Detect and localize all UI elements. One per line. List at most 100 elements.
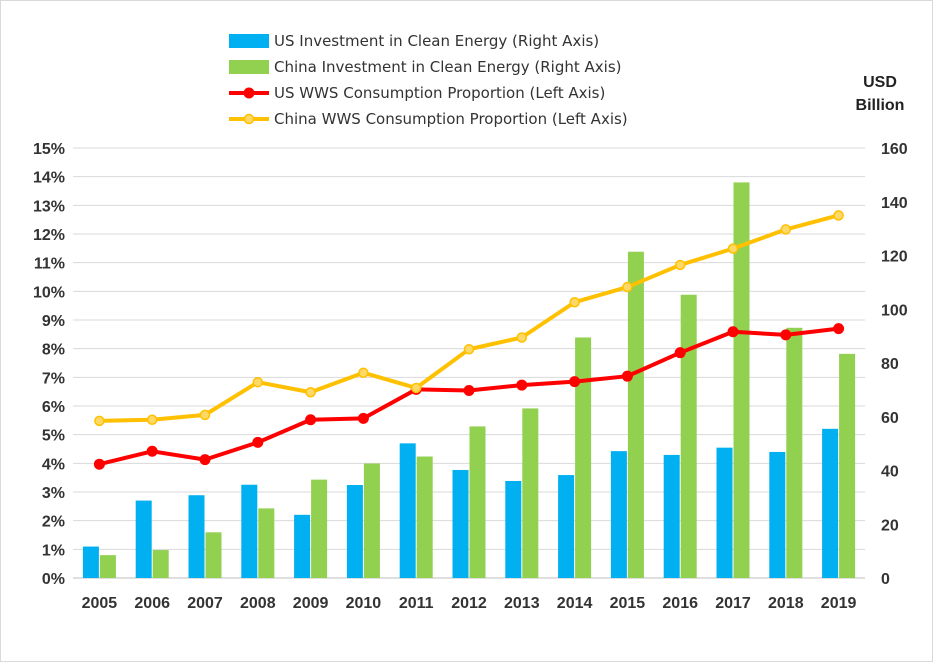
us-wws-point [727, 326, 739, 338]
china-wws-point [622, 281, 633, 293]
left-axis-tick-label: 0% [42, 571, 65, 588]
china-investment-bar [258, 508, 275, 578]
us-investment-bar [610, 451, 627, 578]
us-investment-bar [399, 443, 416, 578]
x-axis-tick-label: 2009 [293, 595, 329, 612]
china-investment-bar [99, 555, 116, 578]
right-axis-title: Billion [856, 97, 905, 114]
china-wws-point [727, 243, 739, 254]
left-axis-tick-label: 11% [34, 256, 65, 273]
legend-swatch-us-investment [229, 34, 269, 48]
x-axis-tick-label: 2017 [715, 595, 751, 612]
right-axis-tick-label: 80 [881, 356, 899, 373]
left-axis-tick-label: 2% [42, 514, 65, 531]
right-axis-tick-label: 160 [881, 141, 908, 158]
us-wws-point [305, 414, 317, 426]
lines-layer [93, 210, 845, 470]
left-axis-tick-label: 6% [42, 399, 65, 416]
china-investment-bar [627, 251, 644, 579]
left-axis-tick-label: 3% [42, 485, 65, 502]
legend-label-china-wws: China WWS Consumption Proportion (Left A… [274, 110, 628, 128]
china-wws-point [516, 332, 528, 343]
bars-layer [82, 182, 856, 579]
right-axis-tick-label: 120 [881, 249, 908, 266]
x-axis-tick-label: 2007 [187, 595, 223, 612]
us-wws-point [252, 436, 264, 448]
right-axis-tick-label: 40 [881, 464, 899, 481]
right-axis-tick-label: 20 [881, 517, 899, 534]
x-axis-tick-label: 2006 [134, 595, 170, 612]
china-investment-bar [469, 426, 486, 578]
china-wws-point [252, 376, 264, 388]
us-investment-bar [82, 546, 99, 578]
left-axis-tick-label: 1% [42, 542, 65, 559]
china-investment-bar [522, 408, 539, 578]
us-investment-bar [135, 500, 152, 578]
china-investment-bar [363, 463, 380, 578]
left-axis-tick-label: 13% [33, 198, 65, 215]
us-wws-point [833, 323, 845, 335]
china-investment-bar [839, 353, 856, 578]
china-wws-point [569, 296, 580, 308]
us-wws-point [199, 454, 211, 466]
china-wws-point [833, 210, 844, 221]
x-axis-tick-label: 2005 [82, 595, 118, 612]
us-wws-point [780, 329, 792, 341]
left-axis-tick-label: 7% [42, 370, 65, 387]
us-wws-point [516, 379, 528, 391]
us-investment-bar [663, 454, 680, 578]
us-wws-point [463, 385, 475, 397]
china-wws-point [94, 415, 105, 427]
us-investment-bar [452, 469, 469, 578]
axes-layer: 0% 1% 2% 3% 4% 5% 6% 7% 8% 9% 10% 11% 12% 13% 14% 15% 0 2… [33, 74, 908, 612]
china-wws-point [780, 224, 792, 235]
us-investment-bar [822, 428, 839, 578]
left-axis-tick-label: 5% [42, 428, 65, 445]
us-investment-bar [188, 495, 205, 578]
china-wws-point [463, 343, 475, 355]
china-wws-point [305, 386, 316, 398]
gridlines [73, 147, 865, 579]
us-investment-bar [716, 447, 733, 578]
right-axis-tick-label: 140 [881, 195, 908, 212]
us-investment-bar [241, 484, 258, 578]
china-wws-point [199, 409, 211, 421]
us-wws-point [93, 458, 105, 470]
right-axis-title: USD [863, 74, 897, 91]
china-wws-point [674, 259, 686, 271]
left-axis-tick-label: 10% [33, 284, 65, 301]
legend-marker-us-wws [243, 87, 255, 99]
us-investment-bar [505, 480, 522, 578]
left-axis-tick-label: 12% [33, 227, 65, 244]
right-axis-tick-label: 60 [881, 410, 899, 427]
x-axis-tick-label: 2015 [610, 595, 646, 612]
us-wws-point [146, 445, 158, 457]
legend-label-us-investment: US Investment in Clean Energy (Right Axi… [274, 32, 599, 50]
x-axis-tick-label: 2016 [662, 595, 698, 612]
us-wws-point [569, 376, 581, 388]
china-investment-bar [733, 182, 750, 578]
china-investment-bar [786, 327, 803, 578]
left-axis-tick-label: 14% [33, 170, 65, 187]
china-investment-bar [416, 456, 433, 578]
right-axis-tick-label: 0 [881, 571, 890, 588]
x-axis-tick-label: 2012 [451, 595, 487, 612]
us-wws-point [357, 412, 369, 424]
us-investment-bar [346, 485, 363, 578]
us-investment-bar [294, 514, 311, 578]
legend-swatch-china-investment [229, 60, 269, 74]
legend-label-china-investment: China Investment in Clean Energy (Right … [274, 58, 622, 76]
china-wws-point [410, 382, 422, 394]
legend-marker-china-wws [243, 113, 255, 125]
us-investment-bar [558, 475, 575, 578]
china-investment-bar [311, 479, 328, 578]
x-axis-tick-label: 2008 [240, 595, 276, 612]
x-axis-tick-label: 2013 [504, 595, 540, 612]
us-wws-point [621, 370, 633, 382]
legend-label-us-wws: US WWS Consumption Proportion (Left Axis… [274, 84, 605, 102]
x-axis-tick-label: 2019 [821, 595, 857, 612]
left-axis-tick-label: 9% [42, 313, 65, 330]
china-wws-point [146, 414, 158, 426]
china-wws-point [358, 367, 369, 378]
